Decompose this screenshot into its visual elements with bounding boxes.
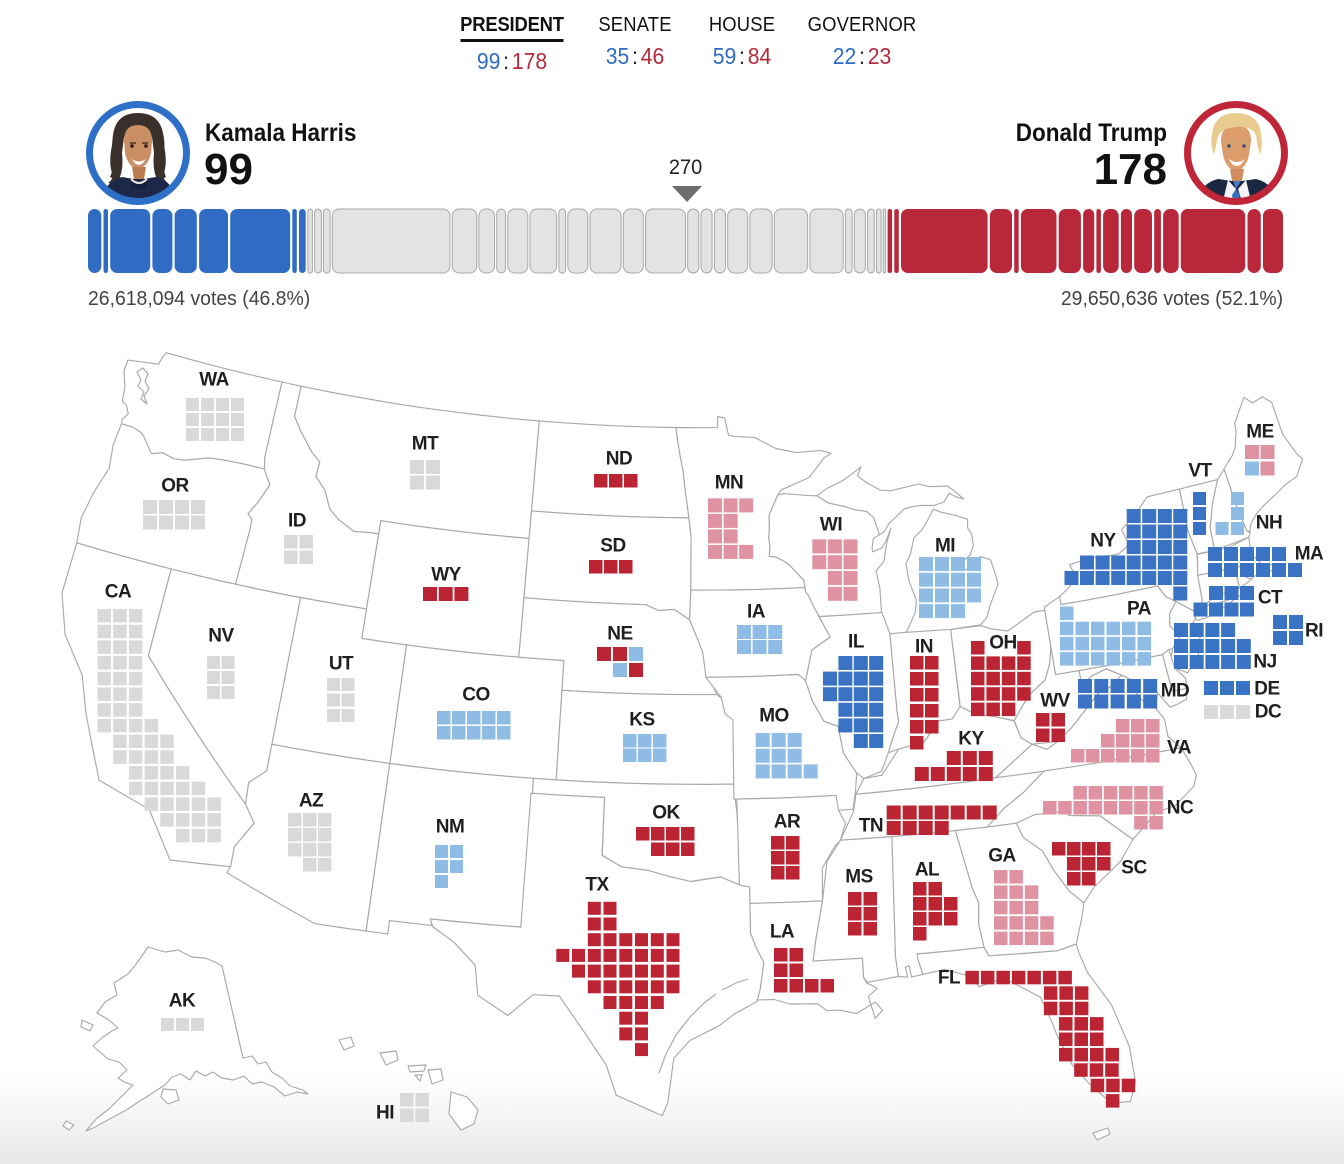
svg-text:DC: DC [1255,702,1282,723]
svg-text:CO: CO [462,685,490,706]
svg-text:NE: NE [607,624,632,645]
svg-text:NM: NM [436,817,465,838]
svg-text:GA: GA [988,846,1016,867]
svg-text:AK: AK [169,991,196,1012]
svg-text:IL: IL [848,632,865,653]
svg-text:RI: RI [1305,621,1323,642]
svg-text:MT: MT [412,434,439,455]
svg-text:MD: MD [1161,681,1190,702]
svg-text:ID: ID [288,511,306,532]
svg-text:MA: MA [1295,544,1324,565]
svg-text:CA: CA [105,582,132,603]
svg-text:WA: WA [199,370,229,391]
svg-text:WY: WY [431,565,461,586]
svg-text:MI: MI [935,536,955,557]
svg-text:LA: LA [770,922,795,943]
svg-text:AZ: AZ [299,791,324,812]
svg-text:VA: VA [1167,738,1192,759]
svg-text:NJ: NJ [1253,652,1276,673]
svg-text:MN: MN [715,473,744,494]
svg-text:IA: IA [747,602,766,623]
svg-text:VT: VT [1188,461,1212,482]
svg-text:OK: OK [652,803,680,824]
svg-text:MO: MO [759,706,789,727]
svg-text:TX: TX [585,875,609,896]
svg-text:KS: KS [629,710,654,731]
svg-text:MS: MS [845,867,873,888]
svg-text:CT: CT [1258,588,1283,609]
svg-text:AL: AL [915,860,940,881]
svg-text:PA: PA [1127,599,1152,620]
svg-text:KY: KY [958,729,984,750]
svg-text:NY: NY [1090,531,1116,552]
svg-text:SD: SD [600,536,625,557]
svg-text:OH: OH [989,633,1017,654]
svg-text:FL: FL [938,968,961,989]
svg-text:TN: TN [859,816,883,837]
svg-text:DE: DE [1254,679,1279,700]
svg-text:WI: WI [820,515,842,536]
svg-text:HI: HI [376,1103,394,1124]
svg-text:IN: IN [915,637,933,658]
svg-text:AR: AR [774,812,801,833]
svg-text:ME: ME [1246,422,1274,443]
svg-text:ND: ND [606,449,632,470]
svg-text:WV: WV [1040,691,1070,712]
svg-text:SC: SC [1121,858,1147,879]
svg-text:NC: NC [1167,798,1194,819]
svg-text:OR: OR [161,476,189,497]
svg-text:UT: UT [329,654,354,675]
svg-text:NH: NH [1256,513,1282,534]
svg-text:NV: NV [208,626,234,647]
